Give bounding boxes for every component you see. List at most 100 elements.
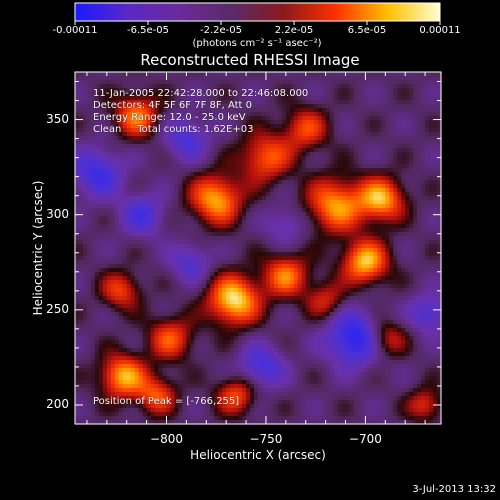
heatmap-cell [361,240,367,245]
heatmap-cell [258,260,263,265]
heatmap-cell [293,264,299,269]
heatmap-cell [162,196,168,201]
heatmap-cell [122,112,128,117]
heatmap-cell [75,180,80,185]
heatmap-cell [102,136,108,141]
heatmap-cell [158,108,164,113]
heatmap-cell [369,176,374,181]
heatmap-cell [170,112,176,117]
heatmap-cell [82,92,88,97]
heatmap-cell [214,96,219,101]
heatmap-cell [377,88,382,93]
heatmap-cell [90,128,96,133]
heatmap-cell [94,248,100,253]
heatmap-cell [230,160,235,165]
heatmap-cell [273,228,279,233]
heatmap-cell [194,76,199,81]
heatmap-cell [198,172,203,177]
heatmap-cell [170,160,176,165]
heatmap-cell [150,168,156,173]
heatmap-cell [417,232,422,237]
heatmap-cell [285,216,291,221]
heatmap-cell [75,272,80,277]
heatmap-cell [174,152,180,157]
heatmap-cell [110,148,116,153]
heatmap-cell [210,136,215,141]
heatmap-cell [349,216,355,221]
heatmap-cell [186,268,191,273]
heatmap-cell [114,268,120,273]
heatmap-cell [130,196,136,201]
heatmap-cell [365,240,370,245]
heatmap-cell [75,148,80,153]
heatmap-cell [170,212,176,217]
heatmap-cell [361,232,367,237]
heatmap-cell [365,160,370,165]
heatmap-cell [230,188,235,193]
heatmap-cell [94,260,100,265]
heatmap-cell [198,180,203,185]
heatmap-cell [297,260,303,265]
heatmap-cell [138,132,144,137]
heatmap-cell [305,280,311,285]
heatmap-cell [162,184,168,189]
heatmap-cell [154,244,160,249]
heatmap-cell [250,148,255,153]
heatmap-cell [238,224,243,229]
heatmap-cell [106,272,112,277]
heatmap-cell [385,112,390,117]
heatmap-cell [309,144,315,149]
heatmap-cell [417,116,422,121]
heatmap-cell [353,276,359,281]
heatmap-cell [417,264,422,269]
heatmap-cell [393,180,398,185]
heatmap-cell [261,272,267,277]
heatmap-cell [226,220,231,225]
heatmap-cell [305,236,311,241]
heatmap-cell [242,104,247,109]
heatmap-cell [337,84,343,89]
heatmap-cell [285,244,291,249]
heatmap-cell [222,260,227,265]
heatmap-cell [385,260,390,265]
heatmap-cell [365,88,370,93]
heatmap-cell [194,92,199,97]
heatmap-cell [122,128,128,133]
heatmap-cell [134,200,140,205]
heatmap-cell [437,128,442,133]
heatmap-cell [349,172,355,177]
heatmap-cell [142,264,148,269]
heatmap-cell [313,200,319,205]
heatmap-cell [309,160,315,165]
heatmap-cell [317,108,323,113]
heatmap-cell [82,284,88,289]
heatmap-cell [102,252,108,257]
heatmap-cell [102,276,108,281]
heatmap-cell [190,120,195,125]
heatmap-cell [226,200,231,205]
heatmap-cell [150,116,156,121]
heatmap-cell [250,116,255,121]
heatmap-cell [429,264,434,269]
heatmap-cell [409,84,414,89]
heatmap-cell [210,244,215,249]
heatmap-cell [301,276,307,281]
heatmap-cell [238,104,243,109]
heatmap-cell [122,240,128,245]
heatmap-cell [385,192,390,197]
heatmap-cell [75,288,80,293]
heatmap-cell [250,136,255,141]
heatmap-cell [297,144,303,149]
heatmap-cell [246,116,251,121]
heatmap-cell [182,228,187,233]
heatmap-cell [206,188,211,193]
heatmap-cell [297,80,303,85]
heatmap-cell [138,108,144,113]
heatmap-cell [250,268,255,273]
heatmap-cell [301,92,307,97]
heatmap-cell [186,120,191,125]
heatmap-cell [206,124,211,129]
heatmap-cell [281,80,287,85]
heatmap-cell [110,200,116,205]
heatmap-cell [130,188,136,193]
